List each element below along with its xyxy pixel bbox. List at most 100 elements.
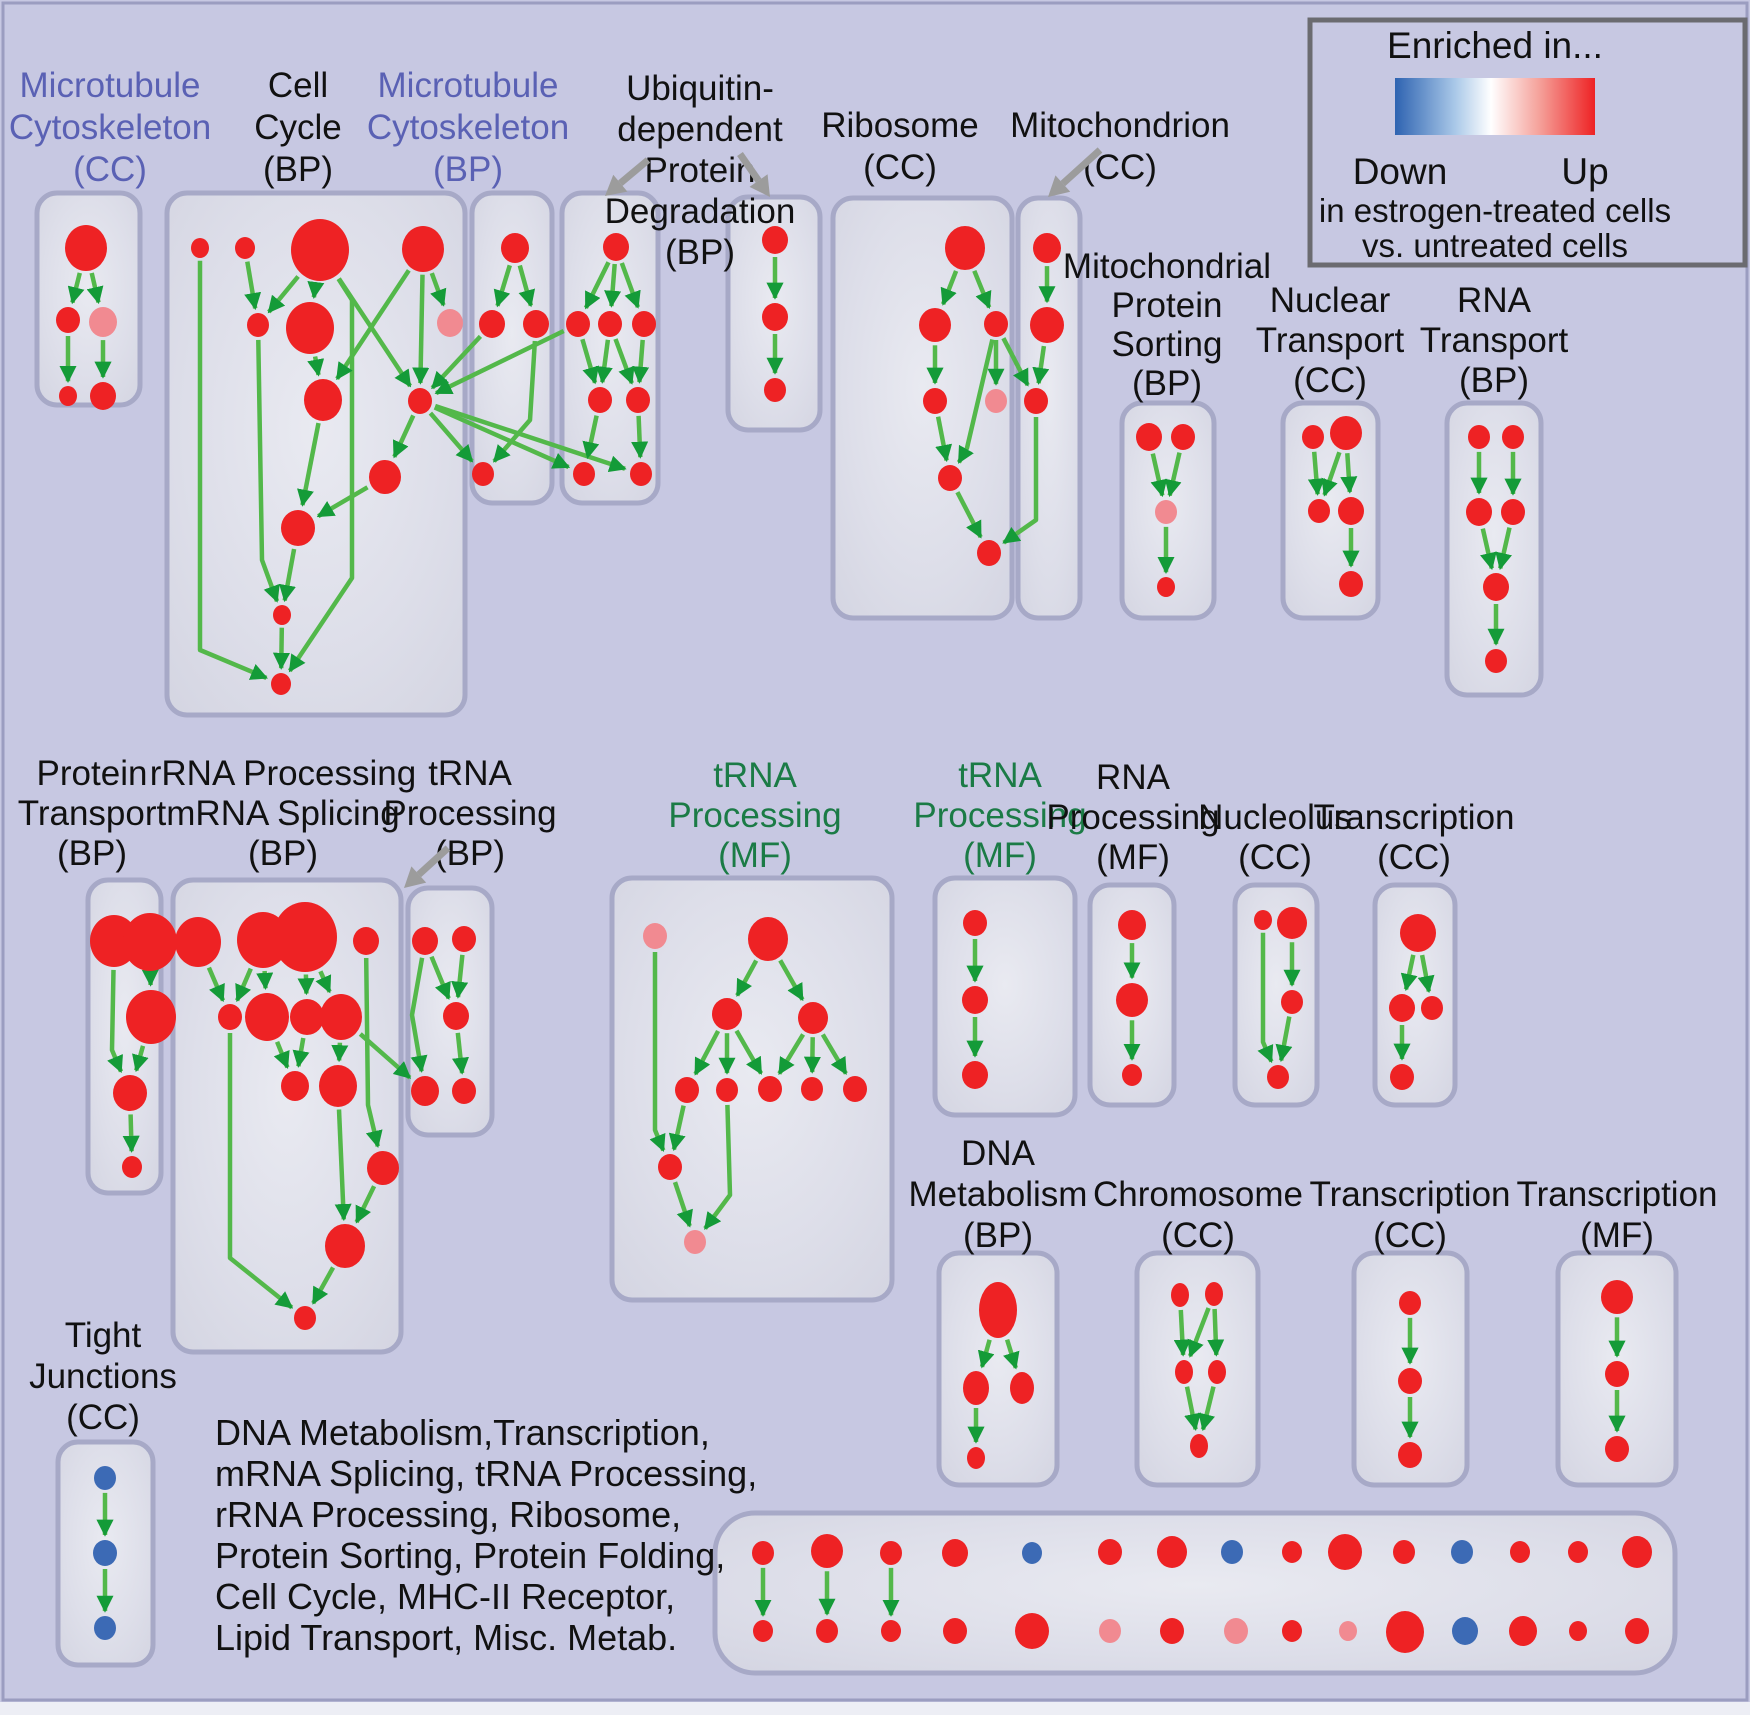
node-z1 [1400, 914, 1436, 952]
edge-cc4-cc7 [429, 272, 447, 307]
legend-down-label: Down [1353, 151, 1448, 192]
label-rrna-label: rRNA Processing mRNA Splicing (BP) [150, 754, 416, 873]
node-e3 [764, 378, 786, 402]
label-ribosome-label: Ribosome (CC) [821, 106, 979, 187]
label-nucleolus-label: Nucleolus (CC) [1198, 798, 1352, 877]
node-y3 [1281, 990, 1303, 1014]
node-c3 [523, 310, 549, 338]
edge-q2-q6 [256, 970, 274, 991]
node-ba11 [1393, 1540, 1415, 1564]
node-v1 [643, 923, 667, 949]
node-a4 [59, 386, 77, 406]
node-y4 [1267, 1065, 1289, 1089]
edge-cc9-d7 [433, 405, 571, 470]
edge-v4-v9 [820, 1033, 848, 1075]
node-v3 [712, 998, 742, 1030]
node-s4 [1157, 577, 1175, 597]
node-ba10 [1328, 1534, 1362, 1570]
node-u4 [411, 1076, 439, 1106]
label-rna-processing-label: RNA Processing (MF) [1046, 758, 1219, 877]
node-m3 [1024, 388, 1048, 414]
edge-m3-r7 [1002, 417, 1039, 545]
node-q13 [294, 1306, 316, 1330]
edge-r3-r6 [956, 338, 995, 464]
edge-cc10-cc11 [316, 485, 369, 519]
node-g1 [979, 1282, 1017, 1338]
edge-d3-d5 [595, 339, 613, 384]
node-q1 [175, 917, 221, 967]
node-rt4 [1501, 499, 1525, 525]
node-j3 [1605, 1436, 1629, 1462]
node-bb3 [881, 1620, 901, 1642]
node-nt2 [1330, 416, 1362, 450]
node-r6 [938, 465, 962, 491]
edge-v2-v4 [778, 959, 805, 1002]
arrow-to-ubiquitin-box-b-head [749, 174, 770, 197]
label-nuclear-transport-label: Nuclear Transport (CC) [1256, 281, 1405, 400]
node-rt3 [1466, 498, 1492, 526]
node-rt6 [1485, 649, 1507, 673]
node-y1 [1254, 910, 1272, 930]
label-pointer-arrows [404, 147, 1103, 888]
edge-p3-p4 [132, 1045, 149, 1073]
edge-r1-r3 [972, 269, 992, 309]
edge-cc11-cc12 [279, 548, 297, 603]
label-mt-cc-label: Microtubule Cytoskeleton (CC) [9, 66, 211, 189]
edge-cc6-cc8 [307, 356, 325, 377]
edge-d4-d6 [632, 339, 650, 384]
node-bb7 [1160, 1618, 1184, 1644]
node-m2 [1030, 307, 1064, 343]
node-ba5 [1022, 1542, 1042, 1564]
node-d3 [598, 311, 622, 337]
node-cc5 [247, 313, 269, 337]
node-d8 [630, 462, 652, 486]
label-mitochondrion-label: Mitochondrion (CC) [1010, 106, 1230, 187]
legend-title: Enriched in... [1387, 25, 1603, 66]
node-w3 [962, 1061, 988, 1089]
node-ba6 [1098, 1539, 1122, 1565]
edge-nt2-nt4 [1340, 453, 1358, 494]
edge-r1-r2 [940, 270, 959, 306]
edge-cc5-cc12 [256, 339, 280, 603]
node-p2 [123, 913, 177, 971]
edge-cc4-cc9 [412, 274, 430, 385]
label-ubiquitin-label: Ubiquitin-dependent Protein Degradation (BP… [605, 69, 796, 272]
node-bb11 [1386, 1611, 1424, 1653]
edge-r3-m3 [1001, 337, 1030, 387]
node-z4 [1390, 1064, 1414, 1090]
edge-v10-v11 [672, 1181, 693, 1228]
edge-a1-a2 [67, 272, 85, 305]
edge-d2-d5 [580, 338, 599, 385]
label-rna-transport-label: RNA Transport (BP) [1420, 281, 1569, 400]
box-chromosome [1134, 1250, 1261, 1488]
node-cc13 [271, 673, 291, 695]
node-i1 [1399, 1291, 1421, 1315]
node-x1 [1118, 910, 1146, 940]
node-bb5 [1015, 1613, 1049, 1649]
edge-h2-h3 [1187, 1307, 1211, 1358]
node-ba13 [1510, 1541, 1530, 1563]
edge-v4-v7 [777, 1033, 806, 1076]
node-c1 [501, 233, 529, 263]
edge-cc9-c4 [428, 411, 474, 463]
node-bb4 [943, 1618, 967, 1644]
node-q12 [325, 1224, 365, 1268]
edge-c1-c2 [493, 264, 512, 308]
node-p4 [113, 1075, 147, 1111]
edge-q1-q5 [206, 966, 226, 1003]
node-z3 [1421, 996, 1443, 1020]
node-q10 [319, 1065, 357, 1107]
edge-m2-m3 [1032, 345, 1050, 385]
node-ba14 [1568, 1541, 1588, 1563]
arrow-to-mitochondrion-box-head [1048, 175, 1071, 197]
node-g2 [963, 1371, 989, 1405]
edge-q11-q12 [354, 1185, 377, 1224]
node-v11 [684, 1230, 706, 1254]
node-q11 [367, 1151, 399, 1185]
edge-q6-q9 [273, 1040, 290, 1069]
node-bb13 [1509, 1616, 1537, 1646]
edge-q7-q9 [292, 1037, 310, 1068]
node-q7 [290, 999, 324, 1035]
box-misc-strip [712, 1510, 1678, 1676]
